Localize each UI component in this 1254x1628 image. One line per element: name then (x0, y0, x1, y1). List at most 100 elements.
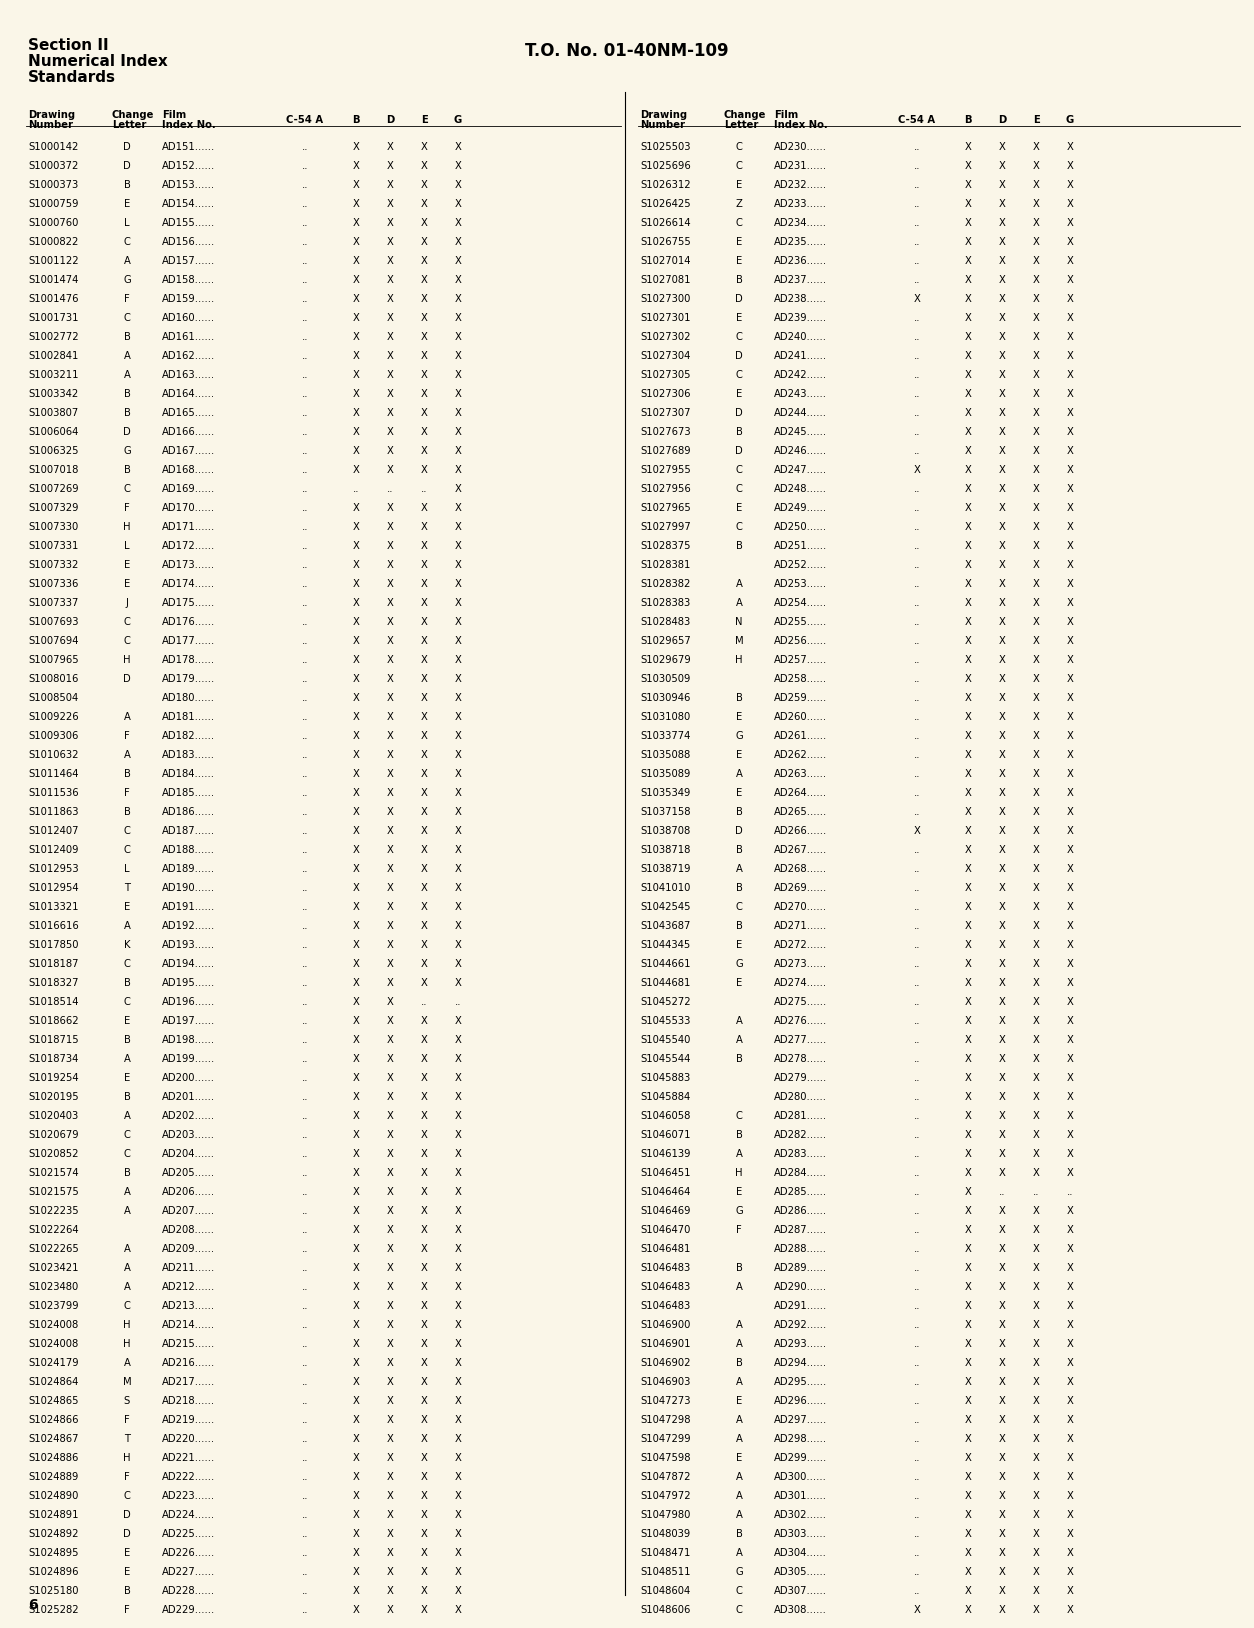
Text: X: X (420, 1149, 428, 1159)
Text: X: X (1067, 313, 1073, 322)
Text: S1027997: S1027997 (640, 523, 691, 532)
Text: AD156......: AD156...... (162, 238, 216, 247)
Text: ..: .. (302, 978, 308, 988)
Text: X: X (386, 768, 394, 780)
Text: S1001731: S1001731 (28, 313, 79, 322)
Text: X: X (352, 597, 360, 607)
Text: X: X (964, 751, 972, 760)
Text: B: B (736, 1529, 742, 1538)
Text: X: X (1067, 1224, 1073, 1236)
Text: ..: .. (302, 902, 308, 912)
Text: X: X (1032, 389, 1040, 399)
Text: AD272......: AD272...... (774, 939, 828, 951)
Text: X: X (998, 238, 1006, 247)
Text: ..: .. (352, 484, 359, 493)
Text: AD295......: AD295...... (774, 1377, 828, 1387)
Text: ..: .. (302, 751, 308, 760)
Text: H: H (123, 523, 130, 532)
Text: G: G (454, 116, 463, 125)
Text: S1025282: S1025282 (28, 1605, 79, 1615)
Text: ..: .. (914, 654, 920, 664)
Text: S1048039: S1048039 (640, 1529, 690, 1538)
Text: X: X (964, 370, 972, 379)
Text: X: X (964, 580, 972, 589)
Text: X: X (964, 882, 972, 894)
Text: S1025180: S1025180 (28, 1586, 79, 1595)
Text: ..: .. (914, 921, 920, 931)
Text: X: X (352, 1035, 360, 1045)
Text: AD276......: AD276...... (774, 1016, 828, 1026)
Text: B: B (736, 275, 742, 285)
Text: X: X (386, 409, 394, 418)
Text: AD216......: AD216...... (162, 1358, 216, 1368)
Text: ..: .. (914, 768, 920, 780)
Text: S1046470: S1046470 (640, 1224, 691, 1236)
Text: X: X (998, 352, 1006, 361)
Text: AD202......: AD202...... (162, 1110, 216, 1122)
Text: A: A (124, 1281, 130, 1293)
Text: X: X (454, 446, 461, 456)
Text: A: A (124, 921, 130, 931)
Text: E: E (736, 751, 742, 760)
Text: X: X (454, 978, 461, 988)
Text: X: X (998, 1454, 1006, 1464)
Text: ..: .. (302, 1149, 308, 1159)
Text: E: E (736, 939, 742, 951)
Text: X: X (454, 1187, 461, 1197)
Text: X: X (964, 1167, 972, 1179)
Text: AD275......: AD275...... (774, 996, 828, 1008)
Text: AD185......: AD185...... (162, 788, 216, 798)
Text: S1046058: S1046058 (640, 1110, 691, 1122)
Text: C: C (124, 484, 130, 493)
Text: AD208......: AD208...... (162, 1224, 214, 1236)
Text: X: X (1067, 142, 1073, 151)
Text: X: X (352, 1320, 360, 1330)
Text: X: X (998, 1377, 1006, 1387)
Text: X: X (420, 751, 428, 760)
Text: AD254......: AD254...... (774, 597, 828, 607)
Text: ..: .. (302, 295, 308, 304)
Text: X: X (964, 921, 972, 931)
Text: ..: .. (302, 959, 308, 969)
Text: X: X (454, 523, 461, 532)
Text: B: B (124, 332, 130, 342)
Text: AD184......: AD184...... (162, 768, 214, 780)
Text: X: X (420, 711, 428, 721)
Text: S1047872: S1047872 (640, 1472, 691, 1481)
Text: X: X (454, 1149, 461, 1159)
Text: S1007018: S1007018 (28, 466, 78, 475)
Text: A: A (124, 1358, 130, 1368)
Text: ..: .. (914, 218, 920, 228)
Text: ..: .. (914, 1415, 920, 1424)
Text: AD262......: AD262...... (774, 751, 828, 760)
Text: X: X (454, 882, 461, 894)
Text: X: X (1067, 1491, 1073, 1501)
Text: S1035089: S1035089 (640, 768, 691, 780)
Text: AD249......: AD249...... (774, 503, 828, 513)
Text: A: A (736, 1548, 742, 1558)
Text: X: X (386, 864, 394, 874)
Text: C: C (736, 370, 742, 379)
Text: X: X (1032, 256, 1040, 265)
Text: X: X (998, 1016, 1006, 1026)
Text: H: H (123, 1454, 130, 1464)
Text: AD267......: AD267...... (774, 845, 828, 855)
Text: X: X (1067, 978, 1073, 988)
Text: S1019254: S1019254 (28, 1073, 79, 1083)
Text: AD300......: AD300...... (774, 1472, 826, 1481)
Text: X: X (998, 540, 1006, 550)
Text: ..: .. (302, 711, 308, 721)
Text: X: X (454, 1454, 461, 1464)
Text: S1043687: S1043687 (640, 921, 691, 931)
Text: X: X (454, 1568, 461, 1578)
Text: X: X (1067, 1338, 1073, 1350)
Text: X: X (352, 1281, 360, 1293)
Text: X: X (454, 1244, 461, 1254)
Text: X: X (1032, 523, 1040, 532)
Text: X: X (352, 352, 360, 361)
Text: X: X (454, 1016, 461, 1026)
Text: X: X (352, 1092, 360, 1102)
Text: ..: .. (914, 1244, 920, 1254)
Text: X: X (1032, 238, 1040, 247)
Text: ..: .. (386, 484, 394, 493)
